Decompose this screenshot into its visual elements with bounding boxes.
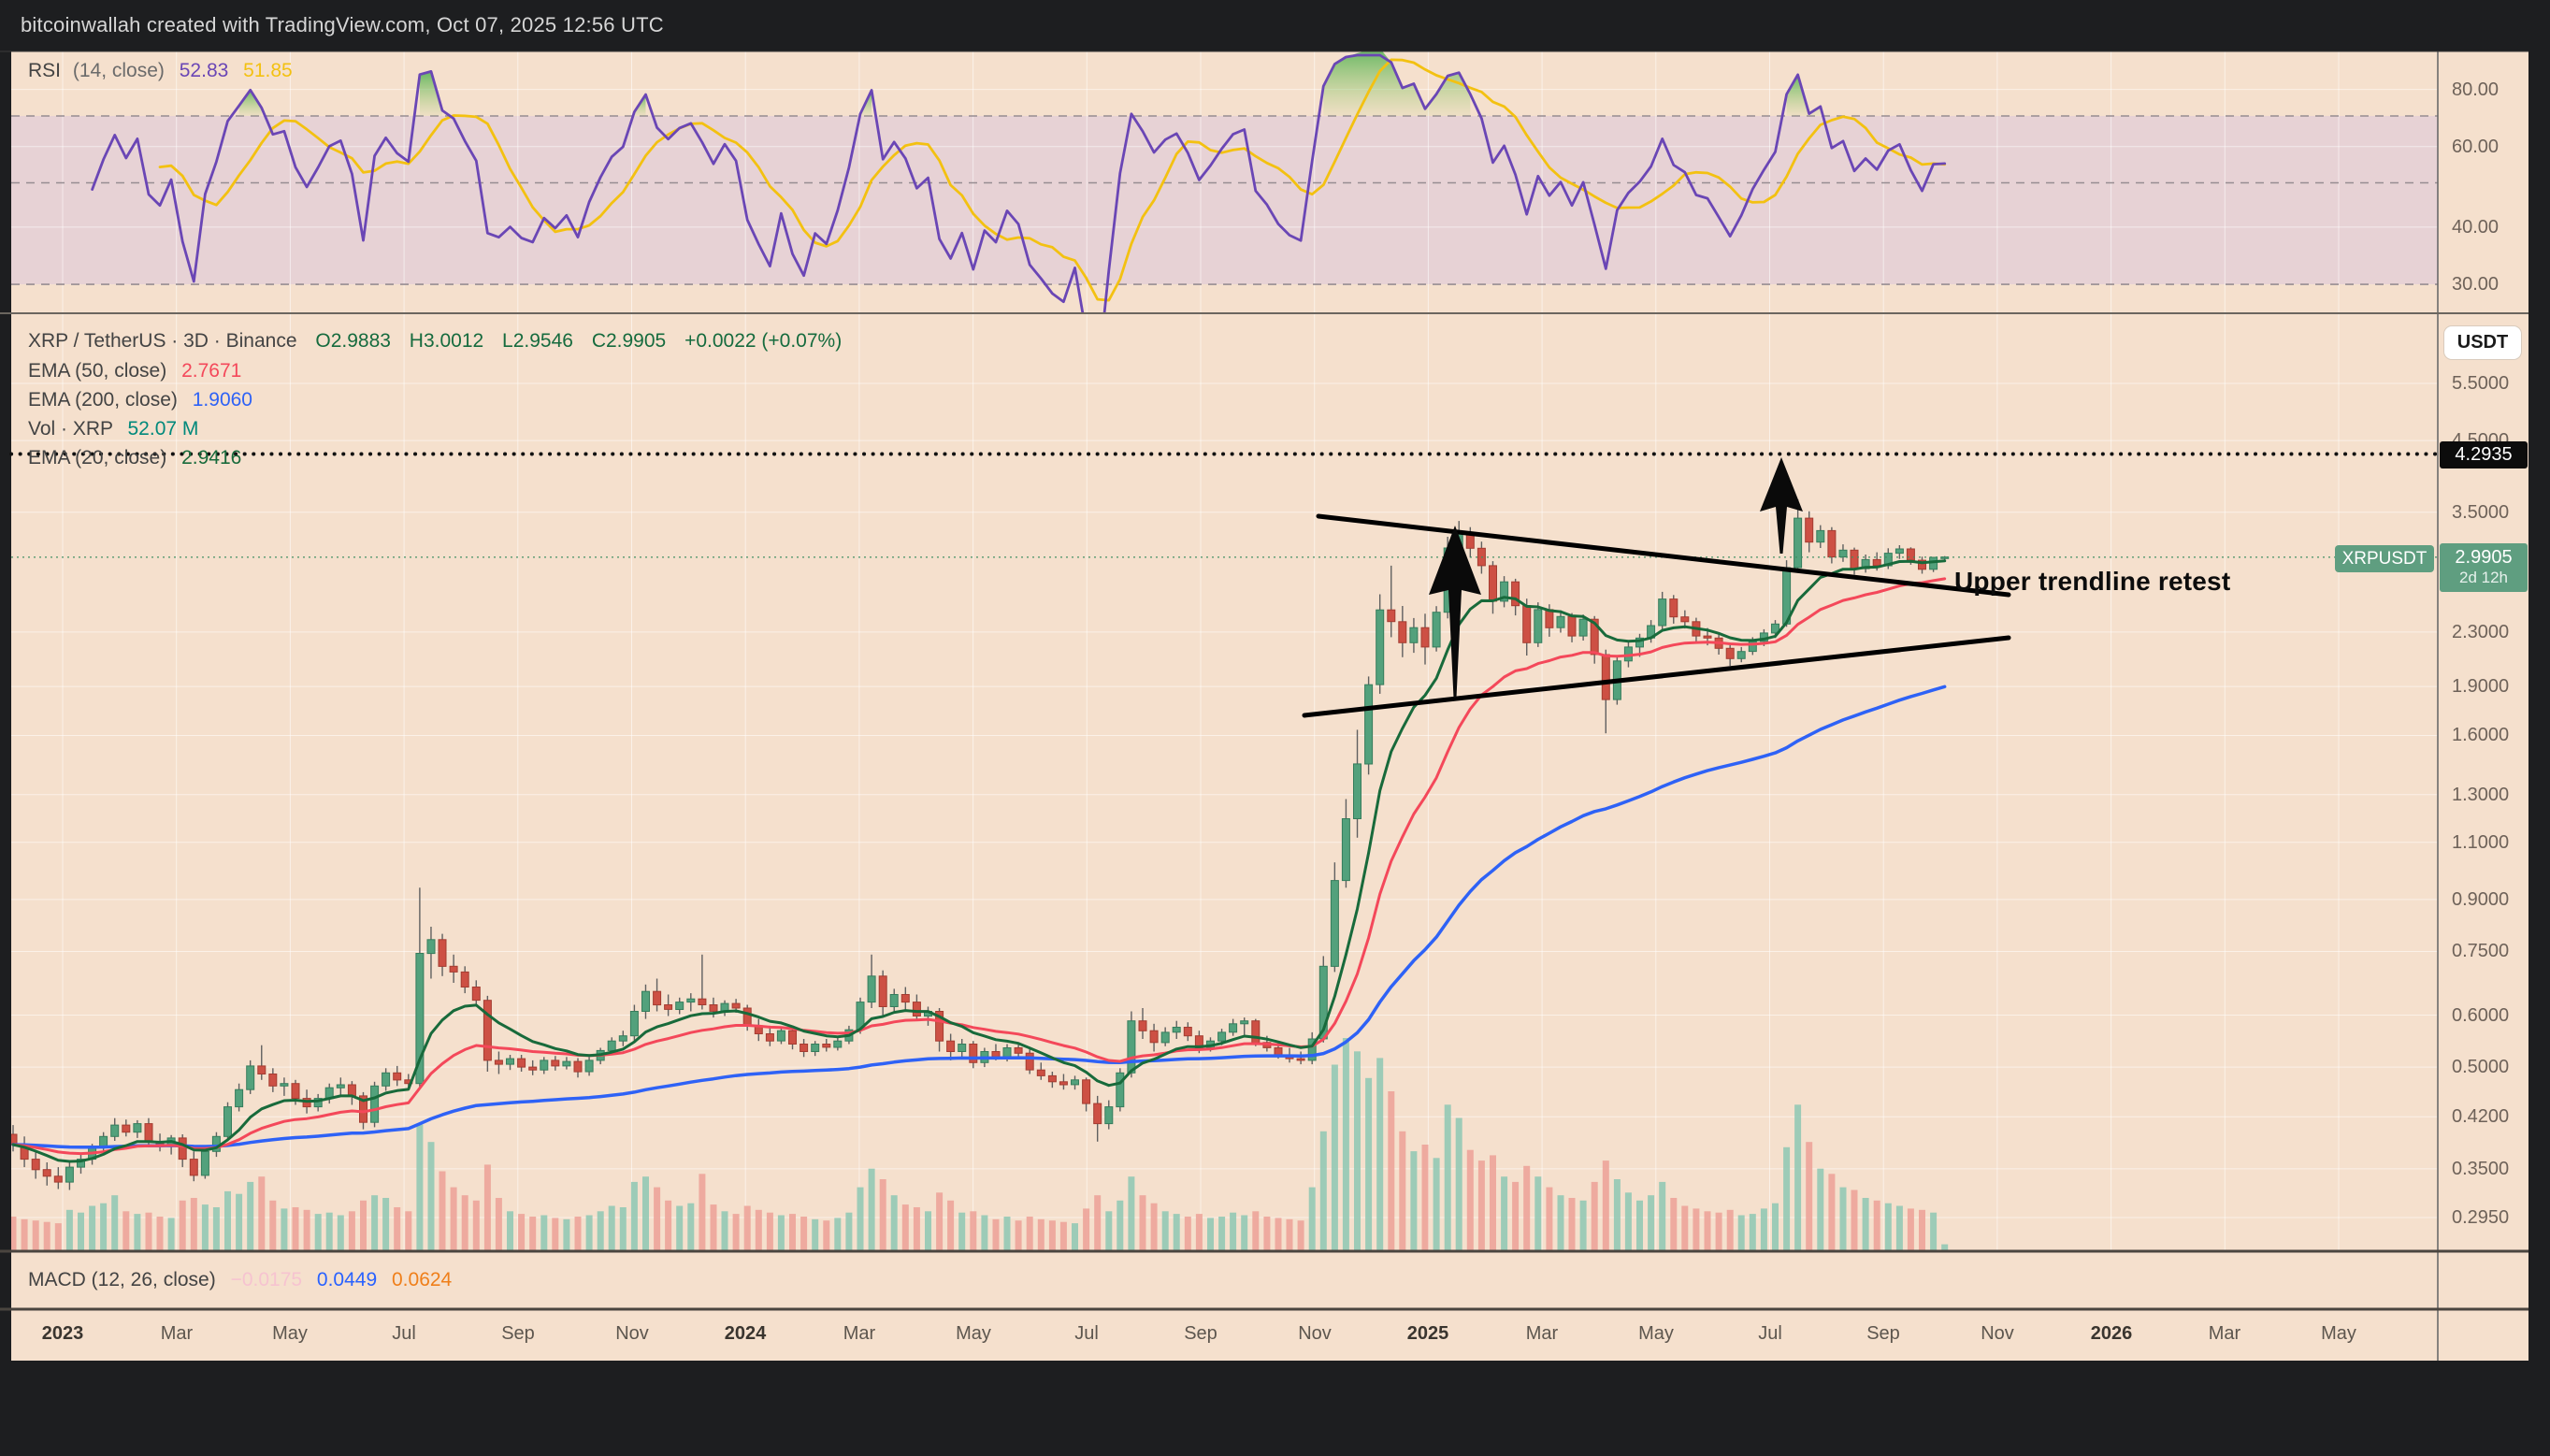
time-tick-label: 2025 bbox=[1406, 1323, 1449, 1344]
lower-trendline[interactable] bbox=[1302, 635, 2011, 718]
ohlc-change: +0.0022 (+0.07%) bbox=[684, 330, 843, 352]
macd-hist-value: −0.0175 bbox=[230, 1269, 303, 1290]
footer-bar: TradingView bbox=[0, 1361, 2550, 1456]
rsi-band bbox=[11, 116, 2438, 285]
time-tick-label: Mar bbox=[1525, 1323, 1559, 1344]
snapshot-header-bar: bitcoinwallah created with TradingView.c… bbox=[0, 0, 2550, 51]
rsi-indicator-params: (14, close) bbox=[72, 60, 165, 81]
price-tick-label: 0.5000 bbox=[2452, 1057, 2510, 1077]
snapshot-credit-text: bitcoinwallah created with TradingView.c… bbox=[21, 13, 664, 36]
time-tick-label: May bbox=[1638, 1323, 1674, 1344]
ema50-line[interactable] bbox=[11, 577, 1947, 1156]
rsi-ma-line[interactable] bbox=[158, 58, 1947, 302]
price-tick-label: 1.6000 bbox=[2452, 725, 2510, 745]
rsi-tick-label: 60.00 bbox=[2452, 137, 2500, 157]
ema20-label: EMA (20, close) bbox=[28, 447, 167, 469]
ema50-label: EMA (50, close) bbox=[28, 360, 167, 382]
time-tick-label: Mar bbox=[160, 1323, 194, 1344]
volume-label: Vol · XRP bbox=[28, 418, 113, 440]
rsi-value: 52.83 bbox=[179, 60, 229, 81]
time-tick-label: Nov bbox=[1298, 1323, 1332, 1344]
time-tick-label: Nov bbox=[615, 1323, 649, 1344]
time-tick-label: May bbox=[956, 1323, 991, 1344]
time-tick-label: Nov bbox=[1981, 1323, 2014, 1344]
ohlc-high: H3.0012 bbox=[409, 330, 484, 352]
time-tick-label: Jul bbox=[1758, 1323, 1782, 1344]
time-tick-label: Sep bbox=[1866, 1323, 1900, 1344]
time-tick-label: May bbox=[272, 1323, 308, 1344]
time-tick-label: 2026 bbox=[2090, 1323, 2133, 1344]
macd-signal-value: 0.0624 bbox=[392, 1269, 453, 1290]
ema200-value: 1.9060 bbox=[192, 389, 252, 411]
price-tick-label: 1.9000 bbox=[2452, 676, 2510, 697]
bar-countdown: 2d 12h bbox=[2459, 569, 2508, 586]
volume-value: 52.07 M bbox=[127, 418, 199, 440]
ema20-value: 2.9416 bbox=[181, 447, 242, 469]
upper-trendline[interactable] bbox=[1316, 513, 2011, 598]
rsi-tick-label: 40.00 bbox=[2452, 217, 2500, 238]
time-tick-label: May bbox=[2321, 1323, 2356, 1344]
rsi-ma-value: 51.85 bbox=[243, 60, 293, 81]
rsi-tick-label: 80.00 bbox=[2452, 79, 2500, 100]
time-tick-label: Jul bbox=[392, 1323, 416, 1344]
symbol-legend-row[interactable]: XRP / TetherUS · 3D · Binance O2.9883 H3… bbox=[28, 330, 842, 353]
time-tick-label: Mar bbox=[2208, 1323, 2241, 1344]
candlestick-series bbox=[11, 499, 1950, 1190]
ema50-legend-row[interactable]: EMA (50, close) 2.7671 bbox=[28, 360, 241, 382]
currency-button[interactable]: USDT bbox=[2444, 326, 2521, 359]
volume-bars bbox=[11, 1038, 1949, 1251]
price-tick-label: 1.1000 bbox=[2452, 832, 2510, 853]
ema200-label: EMA (200, close) bbox=[28, 389, 178, 411]
ohlc-close: C2.9905 bbox=[591, 330, 667, 352]
price-tick-label: 1.3000 bbox=[2452, 785, 2510, 805]
price-tick-label: 0.3500 bbox=[2452, 1159, 2510, 1179]
macd-value: 0.0449 bbox=[316, 1269, 378, 1290]
price-level-label: 4.2935 bbox=[2440, 441, 2528, 469]
time-tick-label: Mar bbox=[843, 1323, 876, 1344]
ema20-legend-row[interactable]: EMA (20, close) 2.9416 bbox=[28, 447, 241, 469]
ema20-line[interactable] bbox=[11, 559, 1947, 1163]
rsi-indicator-title: RSI bbox=[28, 60, 62, 81]
price-tick-label: 3.5000 bbox=[2452, 502, 2510, 523]
time-tick-label: Sep bbox=[501, 1323, 535, 1344]
time-tick-label: Jul bbox=[1074, 1323, 1099, 1344]
symbol-title: XRP / TetherUS · 3D · Binance bbox=[28, 330, 297, 352]
price-tick-label: 0.2950 bbox=[2452, 1207, 2510, 1228]
macd-label: MACD (12, 26, close) bbox=[28, 1269, 216, 1290]
rsi-legend-row[interactable]: RSI (14, close) 52.83 51.85 bbox=[28, 60, 293, 82]
price-tick-label: 0.4200 bbox=[2452, 1106, 2510, 1127]
time-tick-label: 2023 bbox=[41, 1323, 84, 1344]
time-tick-label: 2024 bbox=[724, 1323, 767, 1344]
breakout-arrow-2[interactable] bbox=[1760, 457, 1803, 554]
price-tick-label: 0.9000 bbox=[2452, 889, 2510, 910]
ohlc-open: O2.9883 bbox=[315, 330, 391, 352]
last-price-label: 2.9905 2d 12h bbox=[2440, 543, 2528, 592]
last-price-value: 2.9905 bbox=[2455, 547, 2513, 568]
price-tick-label: 2.3000 bbox=[2452, 622, 2510, 642]
rsi-tick-label: 30.00 bbox=[2452, 274, 2500, 295]
ema200-legend-row[interactable]: EMA (200, close) 1.9060 bbox=[28, 389, 252, 411]
time-tick-label: Sep bbox=[1184, 1323, 1217, 1344]
price-tick-label: 0.6000 bbox=[2452, 1005, 2510, 1026]
rsi-line[interactable] bbox=[91, 53, 1947, 379]
ema50-value: 2.7671 bbox=[181, 360, 242, 382]
ema200-line[interactable] bbox=[11, 685, 1947, 1149]
annotation-note-text[interactable]: Upper trendline retest bbox=[1954, 567, 2231, 596]
volume-legend-row[interactable]: Vol · XRP 52.07 M bbox=[28, 418, 198, 440]
macd-legend-row[interactable]: MACD (12, 26, close) −0.0175 0.0449 0.06… bbox=[28, 1269, 452, 1291]
breakout-arrow-1[interactable] bbox=[1429, 526, 1481, 698]
price-tick-label: 0.7500 bbox=[2452, 941, 2510, 961]
symbol-price-chip: XRPUSDT bbox=[2335, 545, 2434, 572]
ohlc-low: L2.9546 bbox=[502, 330, 573, 352]
price-tick-label: 5.5000 bbox=[2452, 373, 2510, 394]
